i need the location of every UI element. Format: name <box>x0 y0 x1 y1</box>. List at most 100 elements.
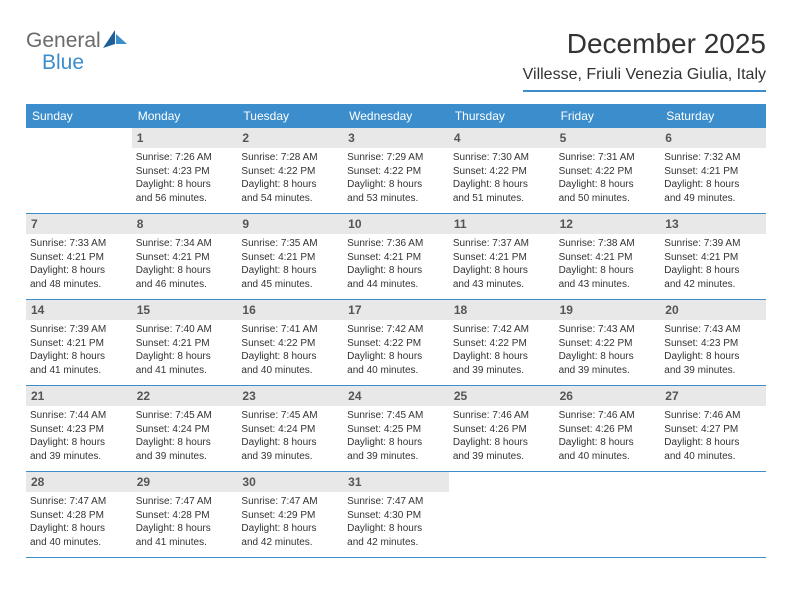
day-cell: 24Sunrise: 7:45 AMSunset: 4:25 PMDayligh… <box>343 386 449 471</box>
day-cell: 23Sunrise: 7:45 AMSunset: 4:24 PMDayligh… <box>237 386 343 471</box>
day-cell: 5Sunrise: 7:31 AMSunset: 4:22 PMDaylight… <box>555 128 661 213</box>
logo: General Blue <box>26 30 127 73</box>
day-cell: 6 Sunrise: 7:32 AMSunset: 4:21 PMDaylight… <box>660 128 766 213</box>
day-cell: 15Sunrise: 7:40 AMSunset: 4:21 PMDayligh… <box>132 300 238 385</box>
day-number: 9 <box>237 214 343 234</box>
day-info: Sunrise: 7:42 AMSunset: 4:22 PMDaylight:… <box>453 323 551 377</box>
day-header: Thursday <box>449 104 555 128</box>
day-number: 24 <box>343 386 449 406</box>
day-cell: 11 Sunrise: 7:37 AMSunset: 4:21 PMDayligh… <box>449 214 555 299</box>
day-number: 18 <box>449 300 555 320</box>
day-info: Sunrise: 7:47 AMSunset: 4:28 PMDaylight:… <box>136 495 234 549</box>
day-info: Sunrise: 7:29 AMSunset: 4:22 PMDaylight:… <box>347 151 445 205</box>
day-cell: 30 Sunrise: 7:47 AMSunset: 4:29 PMDayligh… <box>237 472 343 557</box>
day-number: 11 <box>449 214 555 234</box>
day-cell: 29 Sunrise: 7:47 AMSunset: 4:28 PMDayligh… <box>132 472 238 557</box>
day-number: 3 <box>343 128 449 148</box>
day-cell: 10Sunrise: 7:36 AMSunset: 4:21 PMDayligh… <box>343 214 449 299</box>
day-info: Sunrise: 7:41 AMSunset: 4:22 PMDaylight:… <box>241 323 339 377</box>
day-cell: 31 Sunrise: 7:47 AMSunset: 4:30 PMDayligh… <box>343 472 449 557</box>
week-row: 7 Sunrise: 7:33 AMSunset: 4:21 PMDaylight… <box>26 214 766 300</box>
day-number: 31 <box>343 472 449 492</box>
day-info: Sunrise: 7:28 AMSunset: 4:22 PMDaylight:… <box>241 151 339 205</box>
day-header: Wednesday <box>343 104 449 128</box>
day-info: Sunrise: 7:45 AMSunset: 4:24 PMDaylight:… <box>136 409 234 463</box>
day-info: Sunrise: 7:46 AMSunset: 4:26 PMDaylight:… <box>453 409 551 463</box>
day-cell: . <box>449 472 555 557</box>
day-cell: 22 Sunrise: 7:45 AMSunset: 4:24 PMDayligh… <box>132 386 238 471</box>
day-header: Tuesday <box>237 104 343 128</box>
day-cell: 20Sunrise: 7:43 AMSunset: 4:23 PMDayligh… <box>660 300 766 385</box>
day-cell: 19 Sunrise: 7:43 AMSunset: 4:22 PMDayligh… <box>555 300 661 385</box>
day-info: Sunrise: 7:33 AMSunset: 4:21 PMDaylight:… <box>30 237 128 291</box>
day-header: Saturday <box>660 104 766 128</box>
day-info: Sunrise: 7:38 AMSunset: 4:21 PMDaylight:… <box>559 237 657 291</box>
sail-icon <box>103 30 127 48</box>
day-cell: 14 Sunrise: 7:39 AMSunset: 4:21 PMDayligh… <box>26 300 132 385</box>
day-info: Sunrise: 7:35 AMSunset: 4:21 PMDaylight:… <box>241 237 339 291</box>
day-number: 6 <box>660 128 766 148</box>
day-number: 30 <box>237 472 343 492</box>
day-number: 13 <box>660 214 766 234</box>
day-number: 29 <box>132 472 238 492</box>
logo-text-general: General <box>26 29 101 52</box>
location-label: Villesse, Friuli Venezia Giulia, Italy <box>523 66 766 92</box>
day-number: 12 <box>555 214 661 234</box>
day-info: Sunrise: 7:42 AMSunset: 4:22 PMDaylight:… <box>347 323 445 377</box>
week-row: 28Sunrise: 7:47 AMSunset: 4:28 PMDayligh… <box>26 472 766 558</box>
day-info: Sunrise: 7:46 AMSunset: 4:26 PMDaylight:… <box>559 409 657 463</box>
day-header: Sunday <box>26 104 132 128</box>
day-info: Sunrise: 7:32 AMSunset: 4:21 PMDaylight:… <box>664 151 762 205</box>
day-cell: 28Sunrise: 7:47 AMSunset: 4:28 PMDayligh… <box>26 472 132 557</box>
day-cell: 1 Sunrise: 7:26 AMSunset: 4:23 PMDaylight… <box>132 128 238 213</box>
day-cell: 25 Sunrise: 7:46 AMSunset: 4:26 PMDayligh… <box>449 386 555 471</box>
day-header: Friday <box>555 104 661 128</box>
day-cell: . <box>660 472 766 557</box>
day-cell: 27 Sunrise: 7:46 AMSunset: 4:27 PMDayligh… <box>660 386 766 471</box>
day-info: Sunrise: 7:43 AMSunset: 4:22 PMDaylight:… <box>559 323 657 377</box>
day-cell: 3 Sunrise: 7:29 AMSunset: 4:22 PMDaylight… <box>343 128 449 213</box>
day-number: 22 <box>132 386 238 406</box>
day-info: Sunrise: 7:34 AMSunset: 4:21 PMDaylight:… <box>136 237 234 291</box>
day-cell: 9 Sunrise: 7:35 AMSunset: 4:21 PMDaylight… <box>237 214 343 299</box>
day-info: Sunrise: 7:26 AMSunset: 4:23 PMDaylight:… <box>136 151 234 205</box>
day-number: 26 <box>555 386 661 406</box>
day-cell: 12 Sunrise: 7:38 AMSunset: 4:21 PMDayligh… <box>555 214 661 299</box>
day-cell: 18 Sunrise: 7:42 AMSunset: 4:22 PMDayligh… <box>449 300 555 385</box>
day-info: Sunrise: 7:37 AMSunset: 4:21 PMDaylight:… <box>453 237 551 291</box>
day-number: 28 <box>26 472 132 492</box>
day-cell: 13 Sunrise: 7:39 AMSunset: 4:21 PMDayligh… <box>660 214 766 299</box>
day-number: 21 <box>26 386 132 406</box>
day-number: 16 <box>237 300 343 320</box>
day-number: 1 <box>132 128 238 148</box>
day-number: 19 <box>555 300 661 320</box>
day-number: 7 <box>26 214 132 234</box>
day-cell: . <box>555 472 661 557</box>
day-cell: 7 Sunrise: 7:33 AMSunset: 4:21 PMDaylight… <box>26 214 132 299</box>
day-cell: . <box>26 128 132 213</box>
header: December 2025 Villesse, Friuli Venezia G… <box>523 28 766 92</box>
day-info: Sunrise: 7:47 AMSunset: 4:29 PMDaylight:… <box>241 495 339 549</box>
day-info: Sunrise: 7:36 AMSunset: 4:21 PMDaylight:… <box>347 237 445 291</box>
day-number: 4 <box>449 128 555 148</box>
day-number: 14 <box>26 300 132 320</box>
day-info: Sunrise: 7:44 AMSunset: 4:23 PMDaylight:… <box>30 409 128 463</box>
day-number: 20 <box>660 300 766 320</box>
day-info: Sunrise: 7:47 AMSunset: 4:30 PMDaylight:… <box>347 495 445 549</box>
week-row: 21 Sunrise: 7:44 AMSunset: 4:23 PMDayligh… <box>26 386 766 472</box>
week-row: .1 Sunrise: 7:26 AMSunset: 4:23 PMDayligh… <box>26 128 766 214</box>
day-info: Sunrise: 7:39 AMSunset: 4:21 PMDaylight:… <box>664 237 762 291</box>
day-number: 2 <box>237 128 343 148</box>
day-info: Sunrise: 7:30 AMSunset: 4:22 PMDaylight:… <box>453 151 551 205</box>
day-cell: 17 Sunrise: 7:42 AMSunset: 4:22 PMDayligh… <box>343 300 449 385</box>
day-number: 5 <box>555 128 661 148</box>
day-number: 17 <box>343 300 449 320</box>
day-info: Sunrise: 7:46 AMSunset: 4:27 PMDaylight:… <box>664 409 762 463</box>
month-title: December 2025 <box>523 28 766 60</box>
day-cell: 26 Sunrise: 7:46 AMSunset: 4:26 PMDayligh… <box>555 386 661 471</box>
day-info: Sunrise: 7:39 AMSunset: 4:21 PMDaylight:… <box>30 323 128 377</box>
day-header: Monday <box>132 104 238 128</box>
calendar: SundayMondayTuesdayWednesdayThursdayFrid… <box>26 104 766 558</box>
day-number: 25 <box>449 386 555 406</box>
day-number: 27 <box>660 386 766 406</box>
